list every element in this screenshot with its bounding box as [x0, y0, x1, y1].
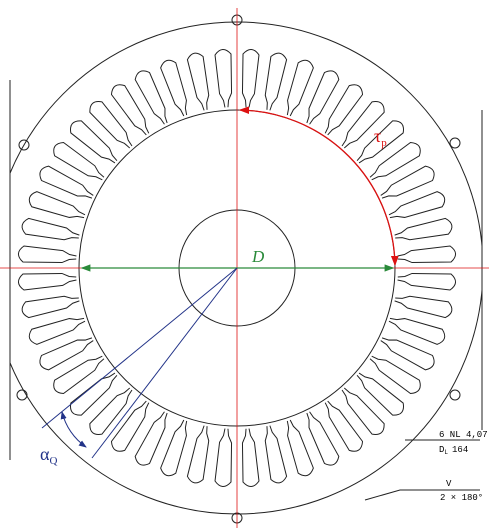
slot: [186, 52, 210, 111]
slot: [264, 425, 288, 484]
slot: [356, 372, 404, 416]
slot: [369, 141, 421, 181]
slot: [397, 245, 457, 264]
slot: [241, 428, 260, 488]
slot: [28, 191, 86, 219]
symmetry: 2 × 180°: [440, 493, 483, 503]
slot: [70, 120, 118, 164]
pole-pitch-label: τp: [374, 126, 387, 149]
slot: [89, 387, 133, 435]
slot: [324, 400, 364, 452]
slot: [388, 317, 446, 345]
slot-line: [91, 267, 238, 459]
slot: [388, 191, 446, 219]
slot: [397, 272, 457, 291]
slot: [286, 419, 314, 477]
slot: [39, 165, 94, 199]
hole: [449, 137, 461, 149]
slot: [53, 141, 105, 181]
slot: [306, 411, 340, 466]
slot: [17, 245, 77, 264]
slot: [110, 84, 150, 136]
slot: [134, 411, 168, 466]
slot-line: [41, 267, 238, 429]
slot: [17, 272, 77, 291]
slot: [341, 387, 385, 435]
slot: [53, 355, 105, 395]
slot: [28, 317, 86, 345]
slot: [214, 48, 233, 108]
leader: [364, 489, 480, 501]
slot: [324, 84, 364, 136]
slot-spec: 6 NL 4,07: [439, 430, 488, 440]
bore-spec: DL 164: [439, 445, 468, 456]
hole: [16, 389, 28, 401]
slot: [380, 337, 435, 371]
slot: [369, 355, 421, 395]
diameter-label: D: [251, 247, 265, 266]
slot: [286, 59, 314, 117]
pole-pitch-arc: [238, 106, 399, 267]
hole: [18, 139, 30, 151]
slot: [160, 419, 188, 477]
slot: [394, 295, 453, 319]
slot: [21, 295, 80, 319]
hole: [449, 389, 461, 401]
mark: V: [446, 479, 452, 489]
slot: [110, 400, 150, 452]
slot: [160, 59, 188, 117]
slot: [21, 217, 80, 241]
slot-angle-label: αQ: [40, 444, 57, 467]
slot: [394, 217, 453, 241]
slot: [214, 428, 233, 488]
slot: [380, 165, 435, 199]
slot: [89, 101, 133, 149]
slot: [186, 425, 210, 484]
slot: [306, 70, 340, 125]
slot: [264, 52, 288, 111]
slot: [39, 337, 94, 371]
slot: [241, 48, 260, 108]
slot: [70, 372, 118, 416]
slot-angle-arc: [60, 411, 87, 448]
slot: [134, 70, 168, 125]
